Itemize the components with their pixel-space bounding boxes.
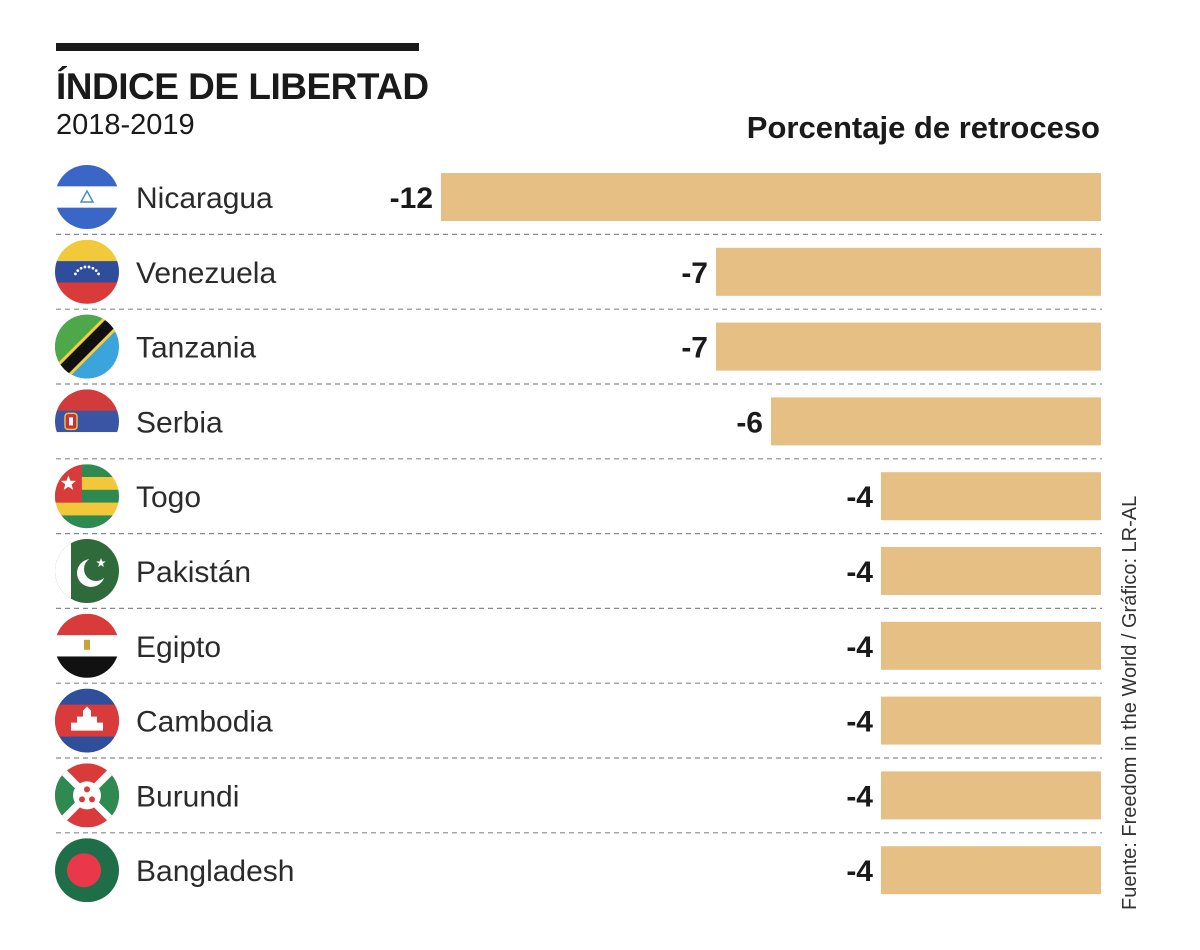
venezuela-flag-icon bbox=[55, 239, 119, 304]
category-label-bangladesh: Bangladesh bbox=[136, 855, 294, 888]
value-label-cambodia: -4 bbox=[846, 706, 873, 739]
category-label-tanzania: Tanzania bbox=[136, 332, 256, 365]
category-label-burundi: Burundi bbox=[136, 780, 239, 813]
serbia-flag-icon bbox=[55, 389, 119, 454]
bar-togo bbox=[881, 472, 1101, 521]
bar-bangladesh bbox=[881, 846, 1101, 895]
cambodia-flag-icon bbox=[55, 688, 119, 753]
category-label-serbia: Serbia bbox=[136, 406, 223, 439]
category-label-togo: Togo bbox=[136, 481, 201, 514]
value-label-egipto: -4 bbox=[846, 631, 873, 664]
bar-venezuela bbox=[716, 247, 1101, 296]
tanzania-flag-icon bbox=[55, 314, 119, 379]
bar-cambodia bbox=[881, 696, 1101, 745]
measure-label: Porcentaje de retroceso bbox=[746, 110, 1100, 145]
category-label-pakist-n: Pakistán bbox=[136, 556, 251, 589]
category-label-cambodia: Cambodia bbox=[136, 706, 273, 739]
pakistan-flag-icon bbox=[55, 539, 119, 603]
bangladesh-flag-icon bbox=[55, 838, 119, 903]
value-label-venezuela: -7 bbox=[681, 257, 708, 290]
value-label-burundi: -4 bbox=[846, 780, 873, 813]
source-note: Fuente: Freedom in the World / Gráfico: … bbox=[1119, 495, 1141, 910]
bar-burundi bbox=[881, 771, 1101, 820]
value-label-bangladesh: -4 bbox=[846, 855, 873, 888]
category-label-nicaragua: Nicaragua bbox=[136, 182, 273, 215]
bar-nicaragua bbox=[441, 173, 1101, 221]
category-label-egipto: Egipto bbox=[136, 631, 221, 664]
chart-subtitle: 2018-2019 bbox=[56, 109, 195, 141]
value-label-nicaragua: -12 bbox=[390, 182, 433, 215]
togo-flag-icon bbox=[55, 464, 119, 529]
category-label-venezuela: Venezuela bbox=[136, 257, 276, 290]
bar-tanzania bbox=[716, 322, 1101, 371]
value-label-tanzania: -7 bbox=[681, 332, 708, 365]
egypt-flag-icon bbox=[55, 613, 119, 678]
chart-title: ÍNDICE DE LIBERTAD bbox=[56, 66, 429, 107]
title-rule bbox=[56, 43, 419, 51]
bar-pakist-n bbox=[881, 547, 1101, 595]
bar-egipto bbox=[881, 621, 1101, 670]
burundi-flag-icon bbox=[55, 763, 119, 828]
value-label-pakist-n: -4 bbox=[846, 556, 873, 589]
value-label-serbia: -6 bbox=[736, 406, 763, 439]
bar-serbia bbox=[771, 397, 1101, 446]
nicaragua-flag-icon bbox=[55, 165, 119, 229]
value-label-togo: -4 bbox=[846, 481, 873, 514]
